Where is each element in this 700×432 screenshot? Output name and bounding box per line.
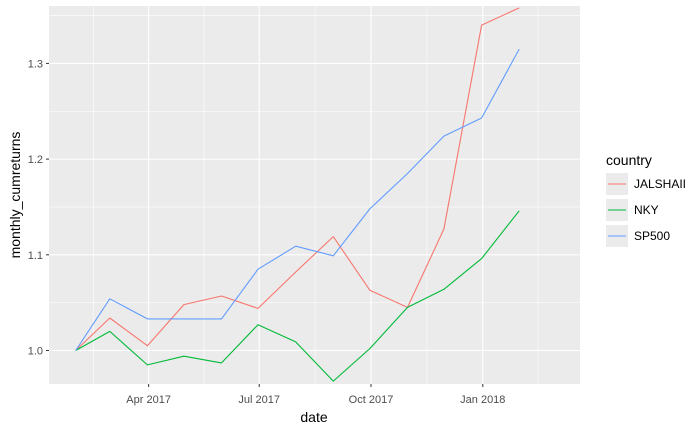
panel-background [49,6,580,384]
series-line-nky [75,210,520,382]
x-tick-label: Oct 2017 [349,394,394,406]
y-tick-label: 1.3 [28,58,43,70]
legend-label-sp500: SP500 [634,229,670,243]
y-tick-label: 1.1 [28,250,43,262]
series-lines [75,7,520,382]
x-tick-label: Jan 2018 [460,394,505,406]
y-tick-label: 1.2 [28,154,43,166]
legend-title: country [606,152,652,168]
series-line-jalshaii [75,7,520,351]
x-tick-label: Apr 2017 [126,394,171,406]
y-axis-title: monthly_cumreturns [7,132,23,259]
x-axis-title: date [300,409,327,425]
legend-label-jalshaii: JALSHAII [634,177,686,191]
grid-major [49,6,580,384]
x-axis: Apr 2017 Jul 2017 Oct 2017 Jan 2018 [126,384,505,406]
grid-minor [49,6,580,384]
y-tick-label: 1.0 [28,346,43,358]
y-axis: 1.0 1.1 1.2 1.3 [28,58,49,358]
x-tick-label: Jul 2017 [238,394,280,406]
series-line-sp500 [75,48,520,351]
legend-label-nky: NKY [634,203,659,217]
legend: country JALSHAII NKY SP500 [606,152,686,247]
